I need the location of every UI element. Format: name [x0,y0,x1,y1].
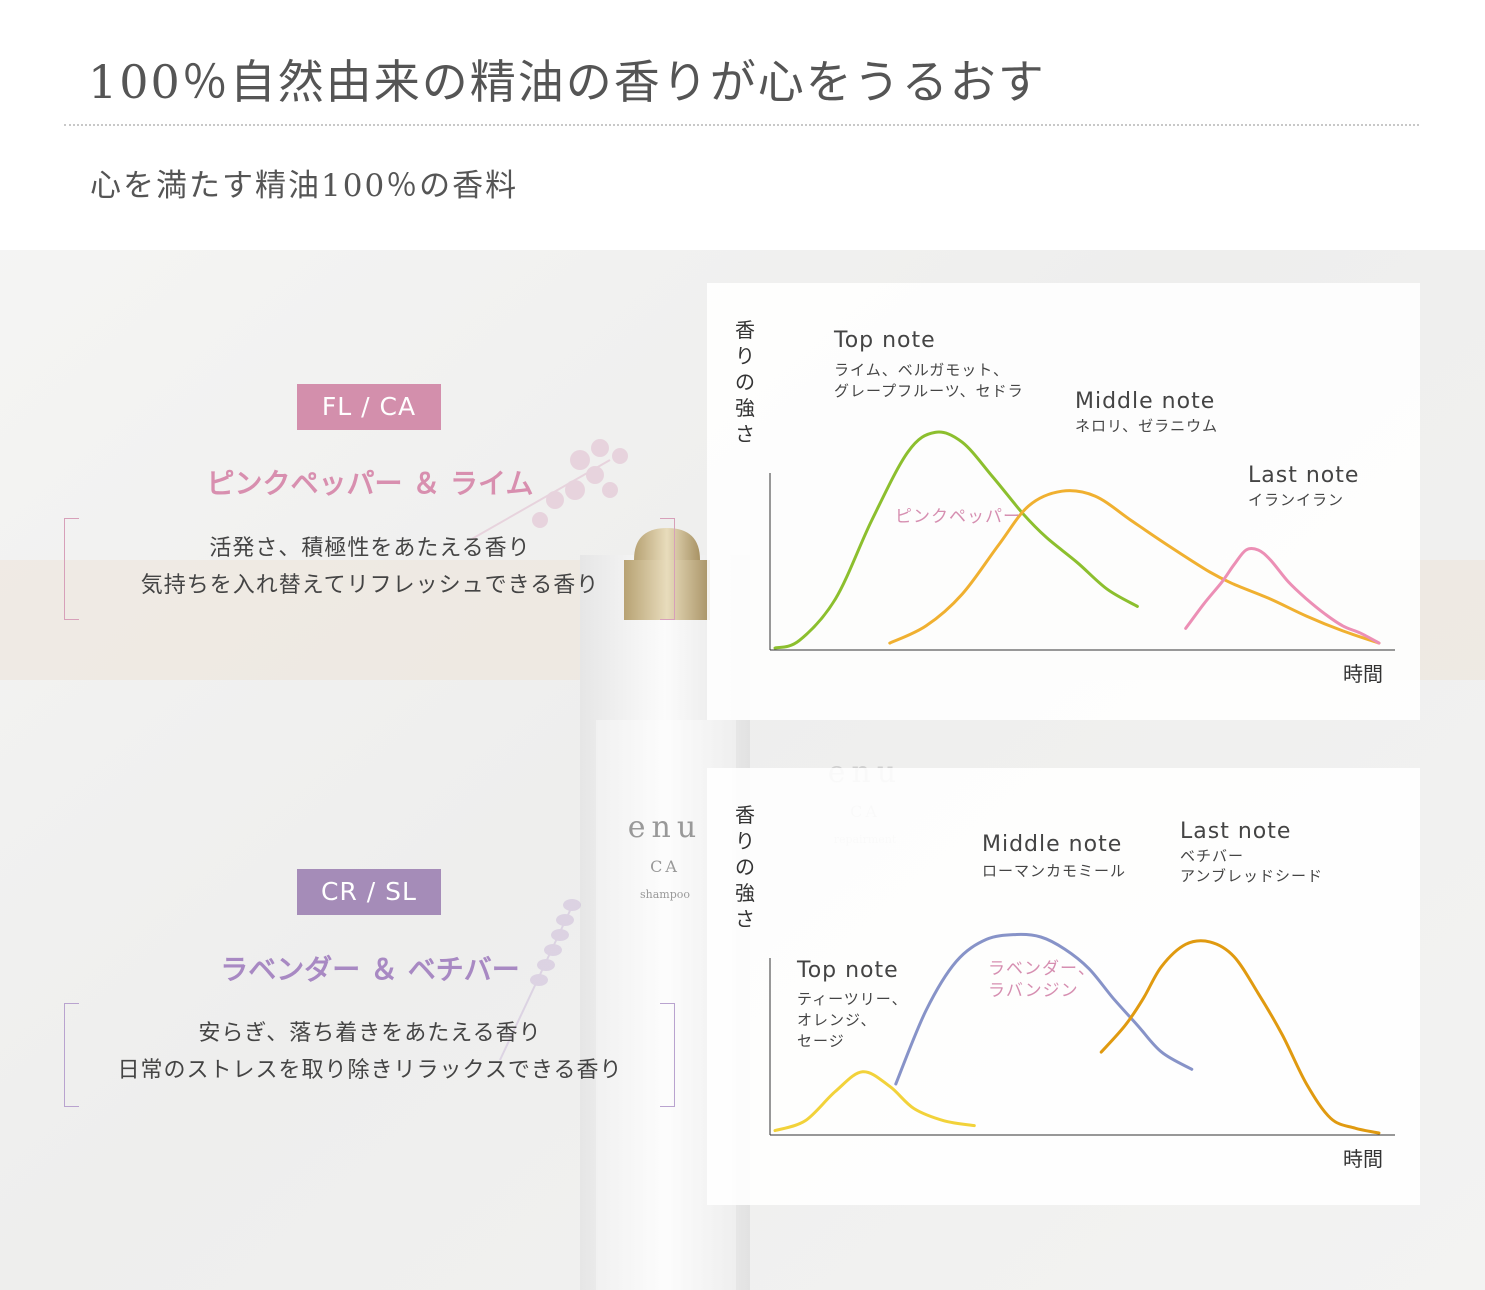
middle-note-title: Middle note [1075,389,1215,414]
description-line: 日常のストレスを取り除きリラックスできる香り [117,1058,623,1083]
description-line: 気持ちを入れ替えてリフレッシュできる香り [140,573,600,598]
y-axis-label-char: さ [735,422,755,446]
scent-description: 活発さ、積極性をあたえる香り 気持ちを入れ替えてリフレッシュできる香り [0,530,740,604]
series-line-top-note [773,430,1139,650]
y-axis-label-char: 強 [735,881,755,905]
series-line-top-note [773,1070,976,1133]
lavender-sprig-icon [499,899,581,1061]
top-note-ingredients: オレンジ、 [797,1011,877,1029]
last-note-title: Last note [1180,819,1291,844]
top-note-ingredients: グレープフルーツ、セドラ [834,382,1024,400]
page-subtitle: 心を満たす精油100％の香料 [90,168,519,204]
series-line-middle-note [888,489,1381,645]
divider [64,124,1419,126]
series-line-middle-note [894,932,1194,1086]
series-line-last-note [1184,547,1381,645]
bracket-right [660,1003,675,1107]
pepper-berries-icon [469,439,628,541]
chart-panel-1: 香りの強さ 時間 Top note ライム、ベルガモット、 グレープフルーツ、セ… [707,283,1420,720]
y-axis-label-char: さ [735,907,755,931]
y-axis-label-char: り [735,829,755,853]
scent-name: ピンクペッパー ＆ ライム [206,467,534,500]
top-note-ingredients: ティーツリー、 [797,990,908,1008]
top-note-ingredients: セージ [797,1032,845,1050]
description-line: 安らぎ、落ち着きをあたえる香り [198,1021,542,1046]
bottle-cap [624,560,710,620]
description-line: 活発さ、積極性をあたえる香り [209,536,531,561]
y-axis-label-char: の [735,855,755,879]
series-label-line: ラバンジン [988,981,1079,1001]
middle-note-ingredients: ローマンカモミール [982,862,1126,880]
y-axis-label-char: 香 [735,318,755,342]
scent-description: 安らぎ、落ち着きをあたえる香り 日常のストレスを取り除きリラックスできる香り [0,1015,740,1089]
x-axis-label: 時間 [1343,662,1383,686]
x-axis-label: 時間 [1343,1147,1383,1171]
product-badge: CR / SL [297,869,441,915]
middle-note-title: Middle note [982,832,1122,857]
scent-name: ラベンダー ＆ ベチバー [220,953,520,986]
last-note-title: Last note [1248,463,1359,488]
last-note-ingredients: アンブレッドシード [1180,867,1323,885]
bottle-brand: enu [627,810,703,845]
product-badge: FL / CA [297,384,441,430]
last-note-ingredients: ベチバー [1180,847,1244,865]
y-axis-label-char: の [735,370,755,394]
series-label-line: ラベンダー、 [988,959,1096,979]
chart-panel-2: 香りの強さ 時間 Top note ティーツリー、 オレンジ、 セージ Midd… [707,768,1420,1205]
top-note-title: Top note [833,328,936,353]
bracket-left [64,518,79,620]
series-line-last-note [1099,939,1381,1135]
y-axis-label-char: 香 [735,803,755,827]
bottle-label: enu CA shampoo [600,810,730,901]
bottle-product: shampoo [639,888,690,901]
top-note-ingredients: ライム、ベルガモット、 [834,361,1009,379]
last-note-ingredients: イランイラン [1248,491,1344,509]
bottle-line: CA [650,857,680,876]
y-axis-label-char: り [735,344,755,368]
top-note-title: Top note [796,958,899,983]
middle-note-ingredients: ネロリ、ゼラニウム [1075,417,1218,435]
y-axis-label-char: 強 [735,396,755,420]
bracket-right [660,518,675,620]
bracket-left [64,1003,79,1107]
page-title: 100％自然由来の精油の香りが心をうるおす [88,55,1046,109]
series-label: ピンクペッパー [895,507,1021,527]
series-label: ラベンダー、 ラバンジン [988,959,1102,1001]
